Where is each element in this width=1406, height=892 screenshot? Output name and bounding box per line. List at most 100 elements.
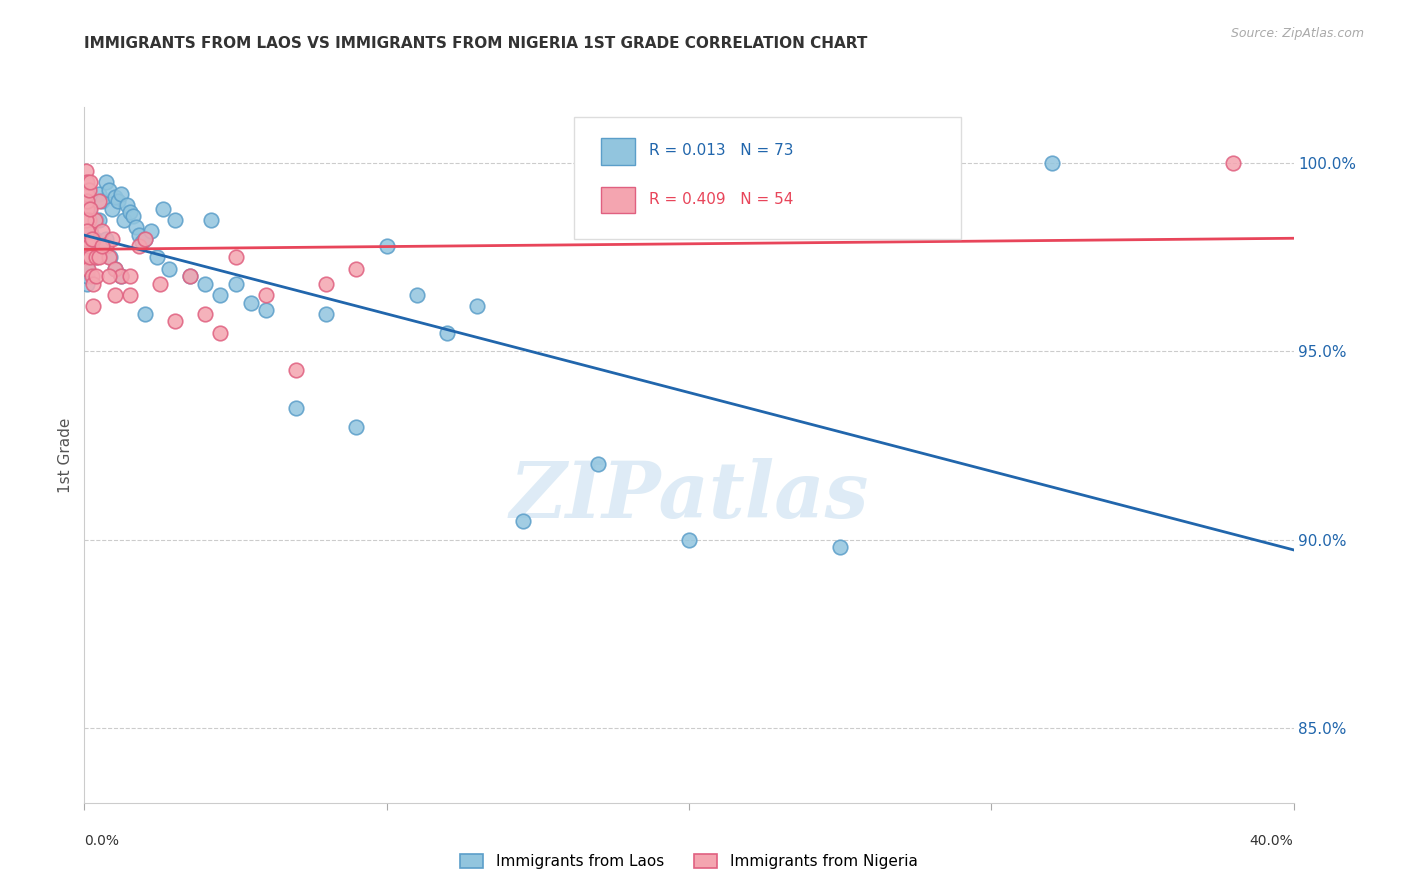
Point — [77, 202, 100, 216]
Point — [225, 277, 247, 291]
Point — [134, 307, 156, 321]
Point — [1040, 156, 1063, 170]
Point — [121, 209, 143, 223]
Point — [91, 239, 114, 253]
Point — [75, 261, 97, 276]
Point — [77, 183, 100, 197]
Point — [82, 277, 104, 291]
Point — [76, 232, 98, 246]
Point — [100, 232, 122, 246]
Point — [118, 269, 141, 284]
Point — [146, 251, 169, 265]
Point — [165, 212, 187, 227]
Point — [104, 261, 127, 276]
Point — [76, 224, 98, 238]
Point — [86, 269, 108, 284]
Point — [75, 251, 97, 265]
Point — [89, 212, 111, 227]
Point — [128, 227, 150, 242]
Point — [678, 533, 700, 547]
Text: 40.0%: 40.0% — [1250, 834, 1294, 848]
Point — [86, 212, 108, 227]
Legend: Immigrants from Laos, Immigrants from Nigeria: Immigrants from Laos, Immigrants from Ni… — [454, 848, 924, 875]
Point — [84, 212, 107, 227]
Point — [76, 202, 98, 216]
Point — [467, 299, 489, 313]
Point — [79, 202, 101, 216]
Point — [830, 540, 852, 554]
Point — [436, 326, 458, 340]
Point — [125, 220, 148, 235]
Point — [91, 239, 114, 253]
Point — [128, 239, 150, 253]
Text: 0.0%: 0.0% — [84, 834, 120, 848]
Point — [75, 220, 97, 235]
Point — [75, 164, 97, 178]
Point — [225, 251, 247, 265]
FancyBboxPatch shape — [600, 187, 634, 213]
Point — [82, 299, 104, 313]
Point — [179, 269, 201, 284]
Point — [315, 307, 337, 321]
Point — [165, 314, 187, 328]
Point — [75, 212, 97, 227]
Point — [1222, 156, 1244, 170]
Point — [76, 251, 98, 265]
Text: R = 0.013   N = 73: R = 0.013 N = 73 — [650, 144, 793, 159]
Point — [98, 251, 121, 265]
Point — [91, 194, 114, 208]
Point — [89, 251, 111, 265]
Point — [75, 232, 97, 246]
Point — [97, 269, 120, 284]
Point — [118, 205, 141, 219]
Point — [79, 175, 101, 189]
Point — [77, 239, 100, 253]
Point — [110, 269, 132, 284]
Point — [134, 232, 156, 246]
Point — [104, 190, 127, 204]
Point — [512, 514, 534, 528]
Point — [118, 288, 141, 302]
Point — [110, 186, 132, 201]
Point — [200, 212, 222, 227]
Point — [75, 202, 97, 216]
Point — [89, 194, 111, 208]
Point — [346, 419, 368, 434]
Point — [194, 307, 217, 321]
Point — [285, 401, 308, 415]
Point — [79, 224, 101, 238]
Point — [84, 232, 107, 246]
Point — [209, 288, 232, 302]
Point — [77, 212, 100, 227]
Point — [80, 232, 103, 246]
Point — [239, 295, 262, 310]
Point — [104, 261, 127, 276]
Point — [76, 269, 98, 284]
Point — [82, 239, 104, 253]
Point — [79, 224, 101, 238]
Point — [76, 251, 98, 265]
Point — [346, 261, 368, 276]
Point — [79, 224, 101, 238]
Point — [80, 232, 103, 246]
Point — [76, 194, 98, 208]
Point — [375, 239, 398, 253]
Point — [97, 251, 120, 265]
Point — [75, 212, 97, 227]
Point — [76, 212, 98, 227]
Point — [254, 288, 277, 302]
Point — [77, 212, 100, 227]
Text: Source: ZipAtlas.com: Source: ZipAtlas.com — [1230, 27, 1364, 40]
Point — [100, 202, 122, 216]
Point — [86, 251, 108, 265]
Point — [209, 326, 232, 340]
Point — [76, 175, 98, 189]
Point — [79, 251, 101, 265]
Point — [285, 363, 308, 377]
Point — [110, 269, 132, 284]
Point — [86, 251, 108, 265]
Point — [76, 224, 98, 238]
Point — [254, 303, 277, 318]
Point — [75, 212, 97, 227]
Point — [152, 202, 174, 216]
